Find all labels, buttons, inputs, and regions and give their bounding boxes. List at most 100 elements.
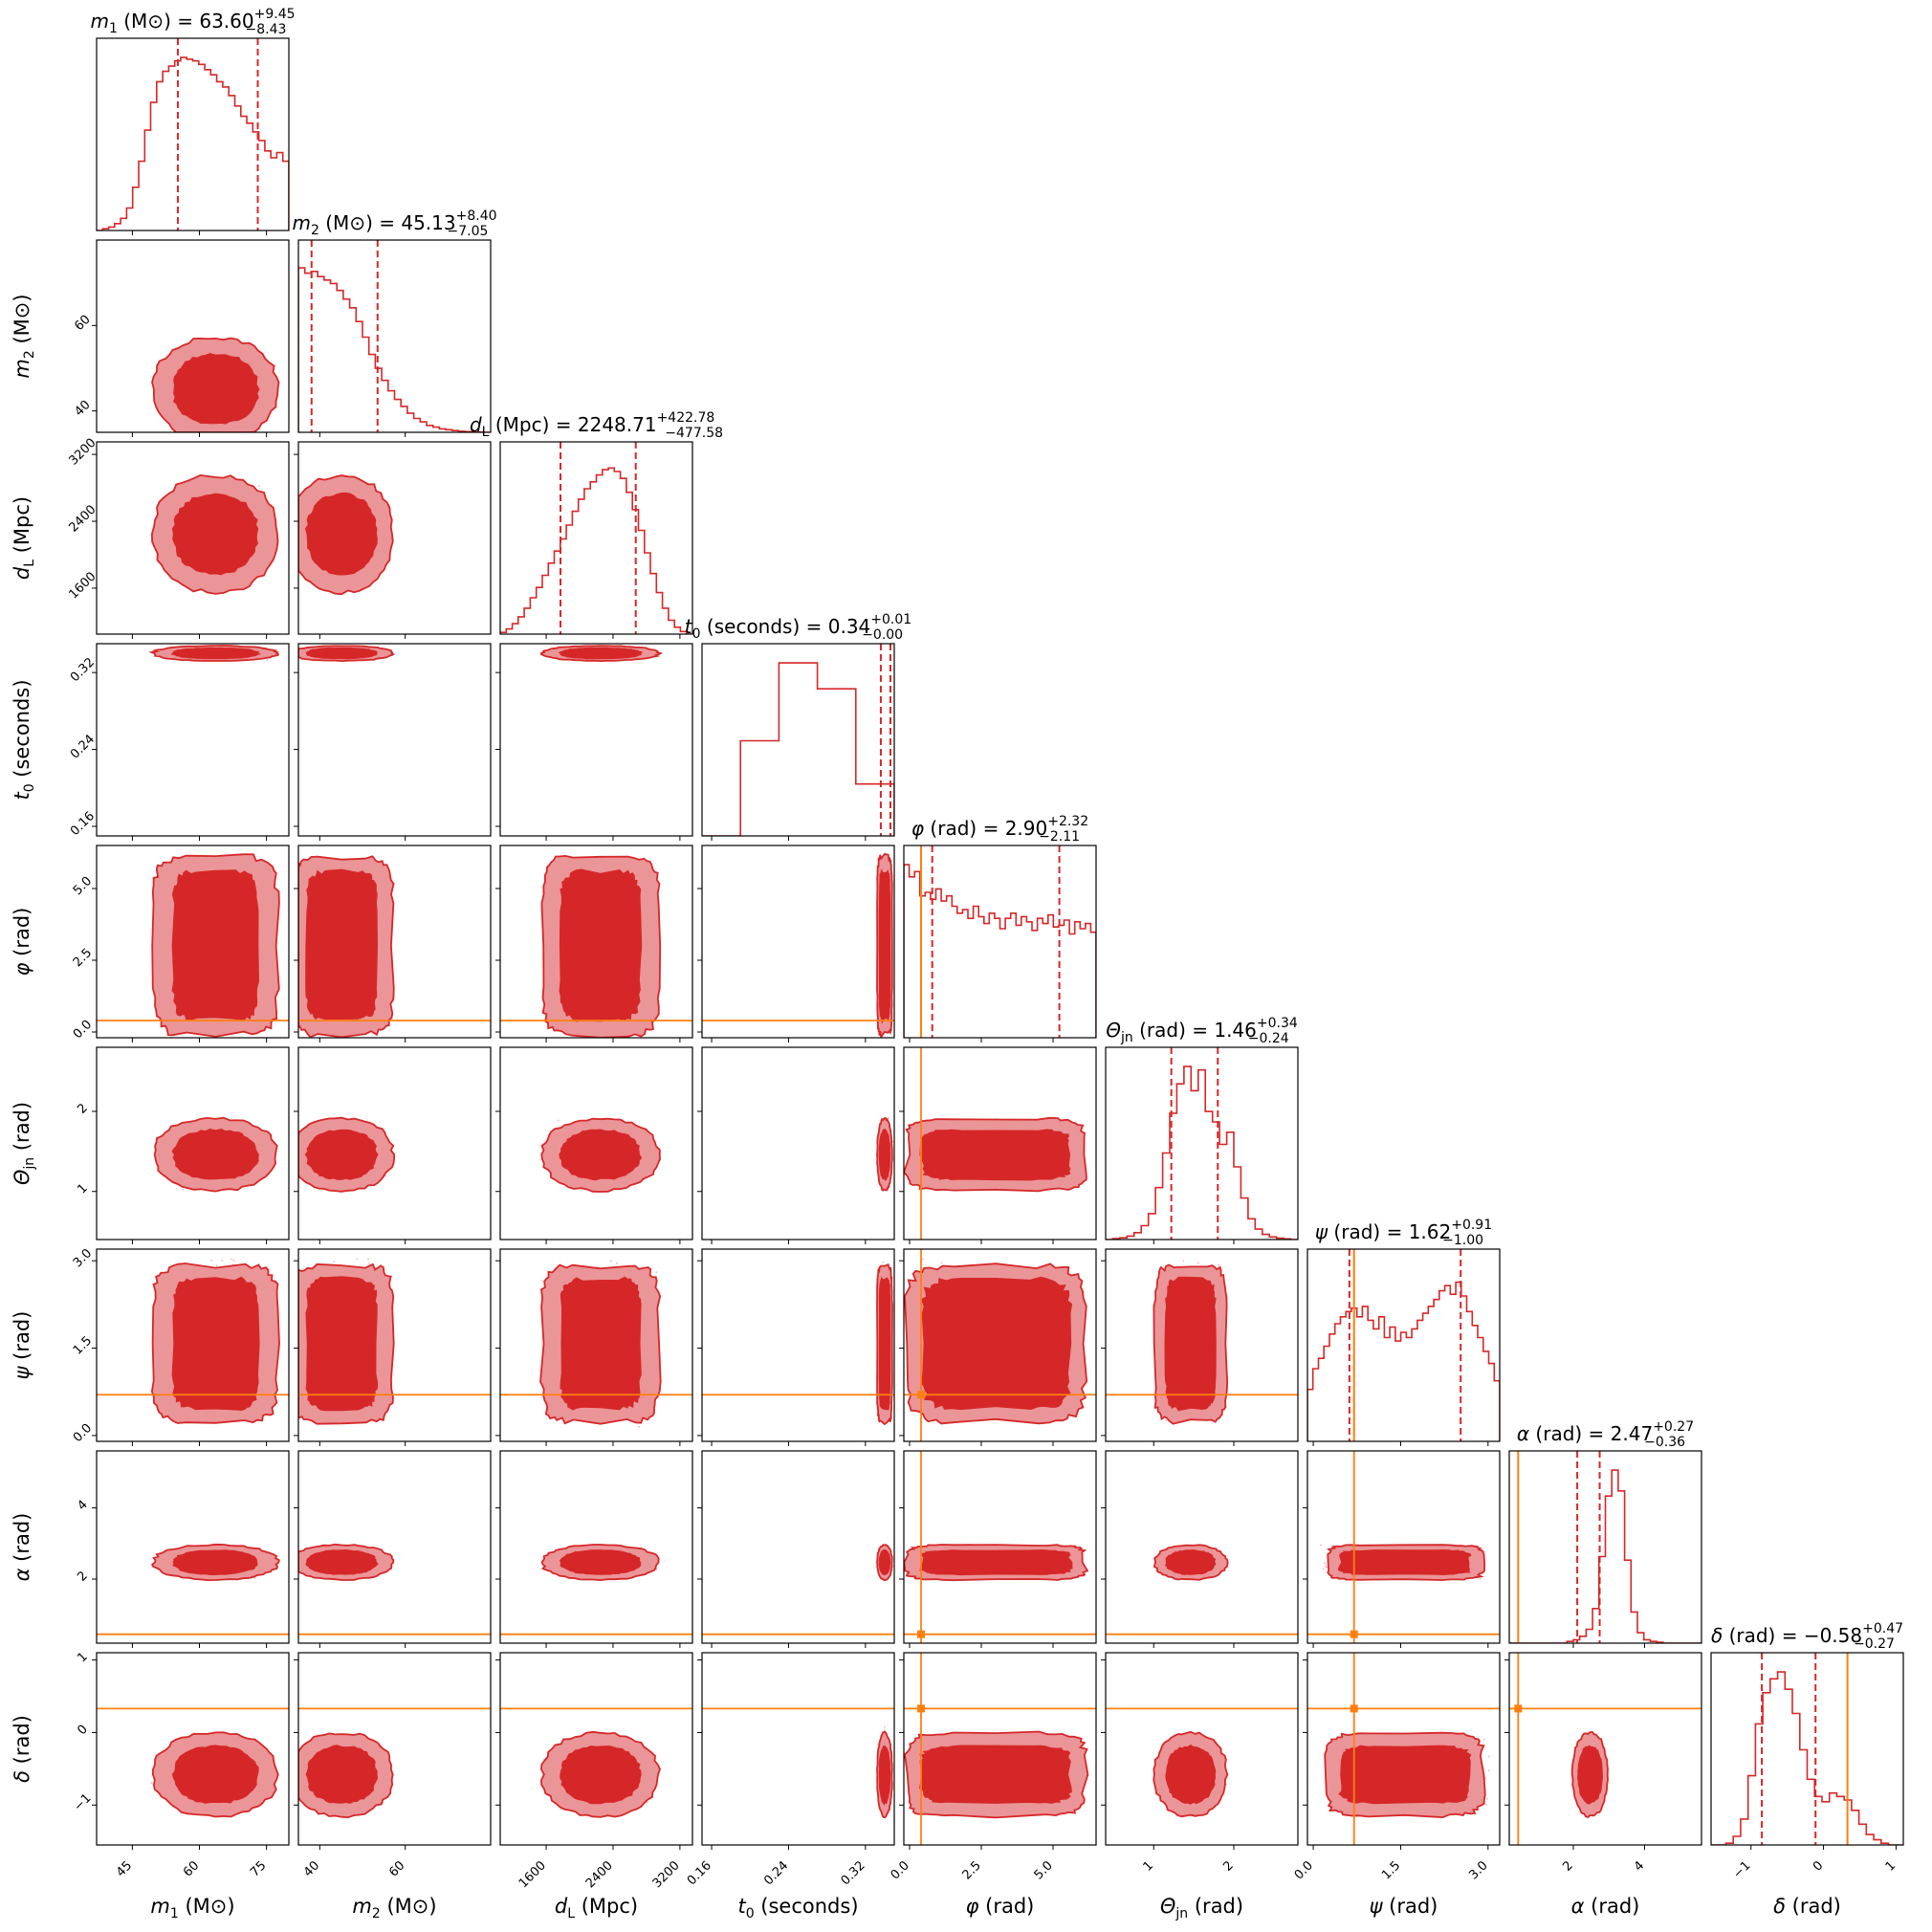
panel-content xyxy=(1106,1544,1298,1636)
contour-inner xyxy=(559,1129,643,1181)
axis-symbol: ψ xyxy=(11,1365,33,1379)
axis-symbol: Θ xyxy=(11,1169,33,1185)
y-tick-label: 4 xyxy=(75,1498,90,1513)
pair-panel-m1-dL xyxy=(92,441,290,639)
title-value: (rad) = 2.90 xyxy=(924,817,1047,840)
panel-content xyxy=(298,1707,491,1819)
contour-inner xyxy=(919,1549,1073,1576)
pair-panel-phi-theta_jn xyxy=(899,1046,1097,1244)
axis-subscript: jn xyxy=(22,1157,37,1171)
panel-content xyxy=(151,337,280,432)
pair-panel-m1-m2 xyxy=(92,239,290,437)
contour-inner xyxy=(878,1548,891,1576)
y-axis-label-psi: ψ (rad) xyxy=(11,1311,33,1380)
title-plus: +8.40 xyxy=(456,209,497,224)
panel-frame xyxy=(499,1248,693,1442)
panel-frame xyxy=(1508,1450,1702,1644)
pair-panel-m2-t0 xyxy=(294,643,492,841)
contour-inner xyxy=(305,1276,379,1412)
sample-point xyxy=(221,1260,224,1262)
axis-subscript: L xyxy=(567,1906,575,1921)
y-axis-label-delta: δ (rad) xyxy=(11,1715,33,1783)
contour-inner xyxy=(1164,1276,1217,1412)
pair-panel-m1-t0 xyxy=(92,643,290,841)
pair-panel-t0-alpha xyxy=(697,1450,895,1648)
sample-point xyxy=(1326,1566,1328,1569)
panel-frame xyxy=(297,1248,492,1442)
axis-symbol: α xyxy=(1571,1895,1585,1918)
axis-symbol: φ xyxy=(11,962,33,976)
title-subscript: L xyxy=(482,425,490,440)
title-symbol: δ xyxy=(1711,1624,1723,1647)
pair-panel-psi-delta xyxy=(1303,1652,1501,1850)
sample-point xyxy=(1487,1769,1490,1772)
hist-step-phi xyxy=(904,864,1096,1038)
sample-point xyxy=(891,1140,894,1143)
pair-panel-psi-alpha xyxy=(1303,1450,1501,1648)
sample-point xyxy=(356,1258,358,1261)
diag-title-delta: δ (rad) = −0.58+0.47 −0.27 xyxy=(1711,1621,1903,1652)
truth-marker xyxy=(1514,1704,1523,1713)
y-tick-label: 0 xyxy=(75,1723,90,1738)
panel-content xyxy=(1106,1260,1298,1425)
title-symbol: φ xyxy=(911,817,924,840)
title-minus: −0.24 xyxy=(1248,1031,1289,1046)
panel-frame xyxy=(701,1450,895,1644)
contour-inner xyxy=(1577,1745,1603,1805)
hist-panel-dL xyxy=(499,441,693,639)
panel-content xyxy=(904,1249,1096,1441)
panel-content xyxy=(298,474,394,596)
hist-step-dL xyxy=(500,467,692,634)
sample-point xyxy=(1324,1562,1326,1565)
y-tick-label: 3.0 xyxy=(71,1246,95,1270)
sample-point xyxy=(888,1117,889,1119)
pair-panel-dL-delta xyxy=(495,1652,693,1850)
panel-frame xyxy=(499,1450,693,1644)
axis-unit: (rad) xyxy=(978,1895,1034,1918)
x-tick-label: 0.24 xyxy=(761,1858,791,1888)
title-symbol: Θ xyxy=(1106,1019,1121,1042)
y-axis-label-t0: t0 (seconds) xyxy=(11,679,37,800)
title-symbol: m xyxy=(90,10,108,33)
x-tick-label: 3.0 xyxy=(1466,1858,1490,1882)
panel-frame xyxy=(96,1652,290,1846)
pair-panel-m1-alpha xyxy=(92,1450,290,1648)
contour-inner xyxy=(171,869,260,1021)
panel-frame xyxy=(96,1248,290,1442)
x-tick-label: 2 xyxy=(1560,1858,1575,1874)
diag-title-phi: φ (rad) = 2.90+2.32 −2.11 xyxy=(911,814,1088,845)
x-tick-label: 4 xyxy=(1632,1858,1647,1874)
axis-unit: (Mpc) xyxy=(11,496,33,560)
panel-frame xyxy=(1105,1046,1299,1240)
title-subscript: 1 xyxy=(109,21,118,36)
panel-frame xyxy=(701,1046,895,1240)
contour-inner xyxy=(1165,1745,1217,1805)
title-plus: +0.27 xyxy=(1653,1419,1694,1435)
x-tick-label: 1 xyxy=(1141,1858,1156,1874)
sample-point xyxy=(1486,1797,1489,1800)
panel-content xyxy=(97,1543,289,1636)
axis-symbol: Θ xyxy=(1160,1895,1176,1918)
panel-content xyxy=(1106,1047,1298,1240)
y-tick-label: 5.0 xyxy=(71,874,95,898)
contour-inner xyxy=(172,353,260,425)
contour-inner xyxy=(1338,1745,1472,1805)
x-axis-label-alpha: α (rad) xyxy=(1571,1895,1640,1918)
pair-panel-m2-theta_jn xyxy=(294,1046,492,1244)
title-symbol: t xyxy=(685,615,693,638)
title-value: (rad) = 1.62 xyxy=(1328,1220,1451,1243)
sample-point xyxy=(609,1260,612,1262)
axis-subscript: 0 xyxy=(746,1906,755,1921)
sample-point xyxy=(258,485,260,488)
title-value: (rad) = −0.58 xyxy=(1723,1624,1862,1647)
sample-point xyxy=(541,1280,544,1282)
panel-frame xyxy=(297,1450,492,1644)
axis-subscript: 2 xyxy=(372,1906,381,1921)
title-symbol: ψ xyxy=(1315,1220,1328,1243)
x-tick-label: 5.0 xyxy=(1032,1858,1056,1882)
panel-frame xyxy=(297,239,492,433)
y-axis-label-m2: m2 (M⊙) xyxy=(11,294,37,378)
pair-panel-m2-delta xyxy=(294,1652,492,1850)
sample-point xyxy=(922,1258,925,1261)
diag-title-t0: t0 (seconds) = 0.34+0.01 −0.00 xyxy=(685,612,911,643)
